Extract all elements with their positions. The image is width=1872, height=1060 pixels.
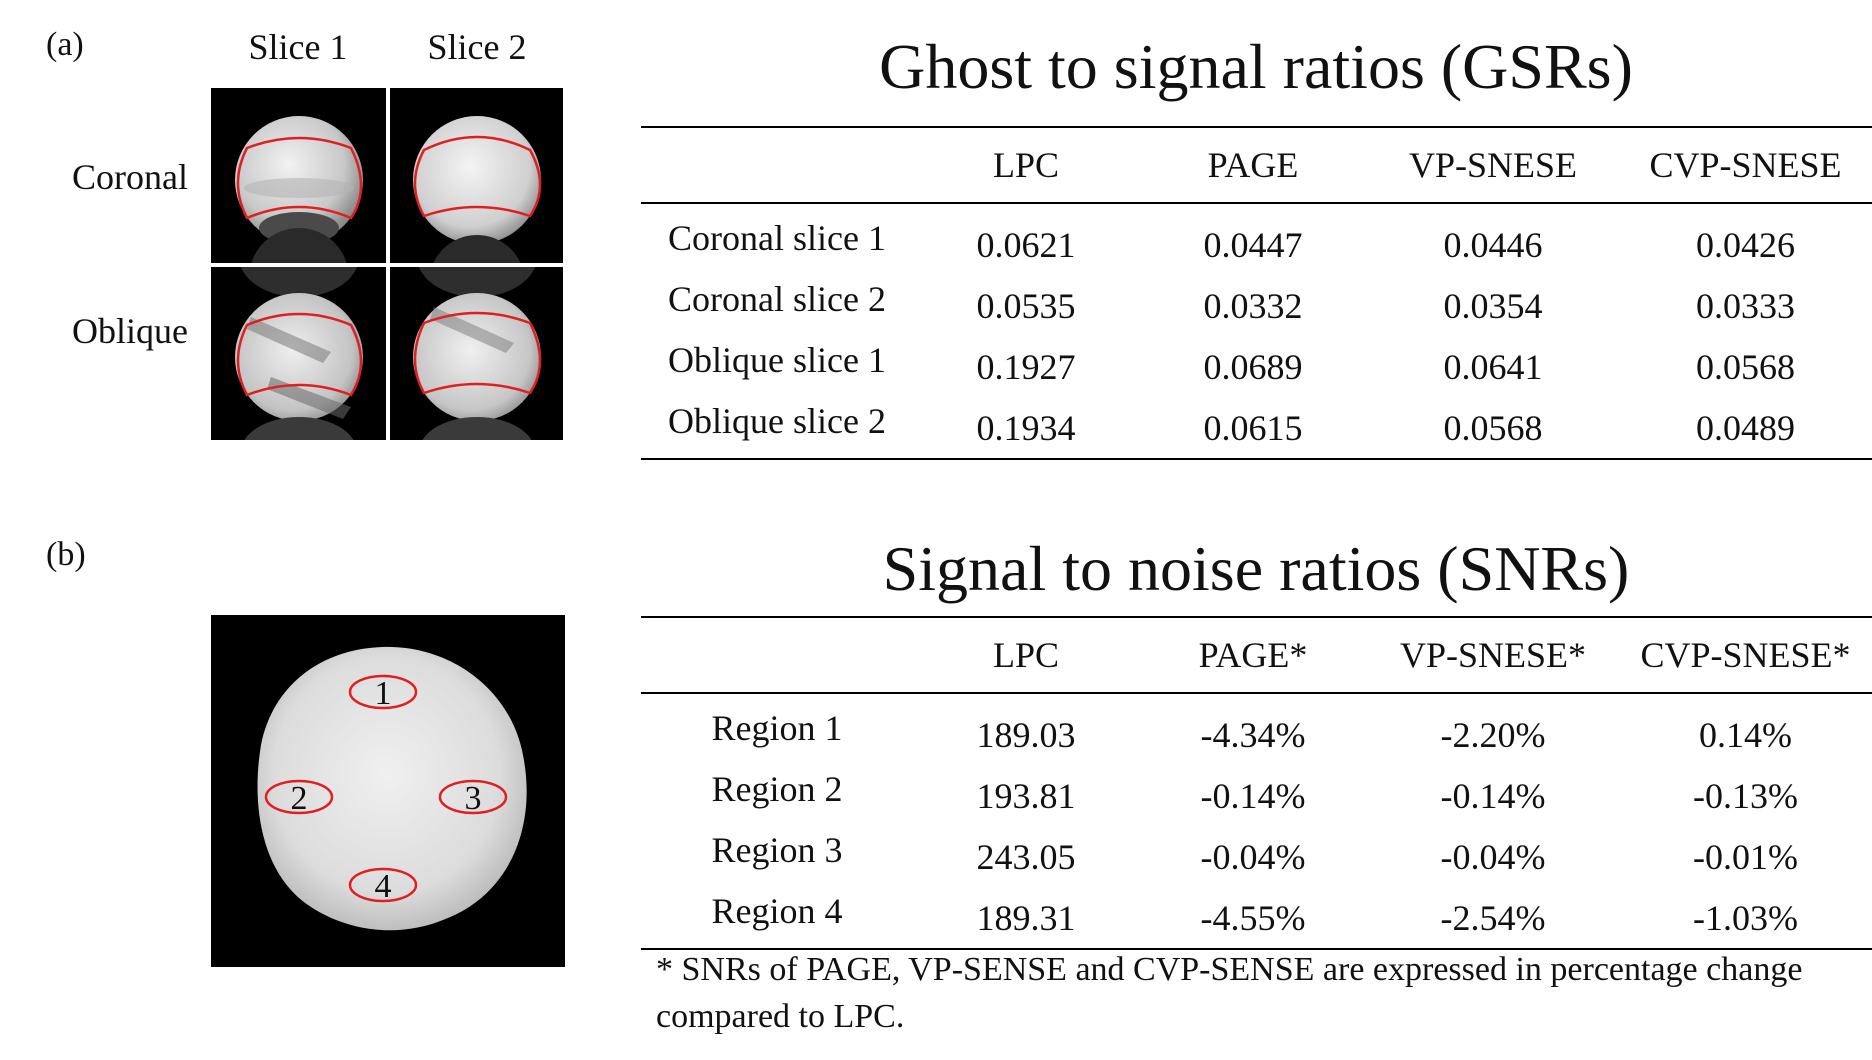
table-cell: -1.03%: [1693, 897, 1798, 938]
table-cell: 0.0333: [1696, 285, 1795, 326]
snr-header-corner: [641, 617, 913, 693]
table-cell: 193.81: [976, 775, 1076, 816]
row-label: Oblique slice 1: [668, 339, 886, 380]
table-cell: 0.0621: [976, 224, 1076, 265]
region-ellipse: [264, 779, 334, 815]
row-label: Oblique slice 2: [668, 400, 886, 441]
table-row: Region 3 243.05 -0.04% -0.04% -0.01%: [641, 826, 1872, 887]
mri-oblique-slice-2: [390, 267, 563, 440]
gsr-header-vp-snese: VP-SNESE: [1408, 145, 1578, 185]
table-cell: -2.54%: [1440, 897, 1546, 938]
table-cell: 243.05: [976, 836, 1076, 877]
table-cell: 0.0426: [1696, 224, 1795, 265]
region-label-1: 1: [375, 675, 392, 712]
table-cell: -0.13%: [1693, 775, 1798, 816]
row-label-coronal: Coronal: [72, 157, 188, 197]
table-cell: -4.34%: [1200, 714, 1306, 755]
snr-header-page: PAGE*: [1198, 635, 1308, 675]
row-label: Coronal slice 2: [668, 278, 886, 319]
table-cell: 0.0615: [1203, 407, 1303, 448]
gsr-header-corner: [641, 127, 913, 203]
table-cell: -4.55%: [1200, 897, 1306, 938]
region-ellipse: [438, 779, 508, 815]
table-cell: -0.04%: [1440, 836, 1546, 877]
column-label-slice-2: Slice 2: [427, 27, 527, 67]
mri-oblique-slice-1: [211, 267, 386, 440]
region-label-3: 3: [465, 780, 482, 817]
table-cell: 0.14%: [1699, 714, 1792, 755]
table-row: Region 2 193.81 -0.14% -0.14% -0.13%: [641, 765, 1872, 826]
row-label: Coronal slice 1: [668, 217, 886, 258]
table-row: Oblique slice 1 0.1927 0.0689 0.0641 0.0…: [641, 336, 1872, 397]
snr-header-cvp-snese: CVP-SNESE*: [1640, 635, 1851, 675]
snr-table-title: Signal to noise ratios (SNRs): [882, 533, 1630, 604]
table-cell: -0.14%: [1200, 775, 1306, 816]
table-cell: 0.0641: [1443, 346, 1543, 387]
row-label: Region 2: [711, 768, 843, 809]
snr-header-vp-snese: VP-SNESE*: [1399, 635, 1587, 675]
table-row: Region 1 189.03 -4.34% -2.20% 0.14%: [641, 693, 1872, 765]
region-label-4: 4: [375, 868, 392, 905]
row-label: Region 4: [711, 890, 843, 931]
gsr-table: LPC PAGE VP-SNESE CVP-SNESE Coronal slic…: [641, 126, 1872, 460]
table-cell: 0.1927: [976, 346, 1076, 387]
table-cell: 0.0535: [976, 285, 1076, 326]
table-cell: 0.0446: [1443, 224, 1543, 265]
table-row: Region 4 189.31 -4.55% -2.54% -1.03%: [641, 887, 1872, 949]
table-cell: -0.14%: [1440, 775, 1546, 816]
table-cell: 0.0568: [1443, 407, 1543, 448]
table-cell: -2.20%: [1440, 714, 1546, 755]
row-label: Region 1: [711, 707, 843, 748]
mri-snr-phantom: 1 2 3 4: [211, 615, 565, 967]
table-cell: -0.01%: [1693, 836, 1798, 877]
table-cell: 0.0332: [1203, 285, 1303, 326]
row-label-oblique: Oblique: [72, 311, 188, 351]
snr-header-row: LPC PAGE* VP-SNESE* CVP-SNESE*: [641, 617, 1872, 693]
table-cell: 0.0489: [1696, 407, 1795, 448]
table-cell: 0.0447: [1203, 224, 1303, 265]
mri-coronal-slice-2: [390, 88, 563, 263]
snr-footnote: * SNRs of PAGE, VP-SENSE and CVP-SENSE a…: [656, 951, 1803, 1035]
region-ellipse: [348, 674, 418, 710]
table-cell: -0.04%: [1200, 836, 1306, 877]
mri-coronal-slice-1: [211, 88, 386, 263]
snr-header-lpc: LPC: [992, 635, 1060, 675]
table-row: Oblique slice 2 0.1934 0.0615 0.0568 0.0…: [641, 397, 1872, 459]
snr-table: LPC PAGE* VP-SNESE* CVP-SNESE* Region 1 …: [641, 616, 1872, 950]
table-cell: 189.03: [976, 714, 1076, 755]
panel-b-label: (b): [46, 536, 86, 573]
gsr-header-page: PAGE: [1207, 145, 1299, 185]
table-cell: 0.0354: [1443, 285, 1543, 326]
gsr-header-cvp-snese: CVP-SNESE: [1649, 145, 1842, 185]
table-row: Coronal slice 1 0.0621 0.0447 0.0446 0.0…: [641, 203, 1872, 275]
gsr-header-lpc: LPC: [992, 145, 1060, 185]
table-cell: 0.0689: [1203, 346, 1303, 387]
gsr-header-row: LPC PAGE VP-SNESE CVP-SNESE: [641, 127, 1872, 203]
table-row: Coronal slice 2 0.0535 0.0332 0.0354 0.0…: [641, 275, 1872, 336]
gsr-table-title: Ghost to signal ratios (GSRs): [879, 31, 1633, 102]
table-cell: 0.1934: [976, 407, 1076, 448]
row-label: Region 3: [711, 829, 843, 870]
region-ellipse: [348, 867, 418, 903]
column-label-slice-1: Slice 1: [248, 27, 348, 67]
region-label-2: 2: [291, 780, 308, 817]
table-cell: 0.0568: [1696, 346, 1795, 387]
panel-a-label: (a): [46, 26, 84, 63]
table-cell: 189.31: [976, 897, 1076, 938]
